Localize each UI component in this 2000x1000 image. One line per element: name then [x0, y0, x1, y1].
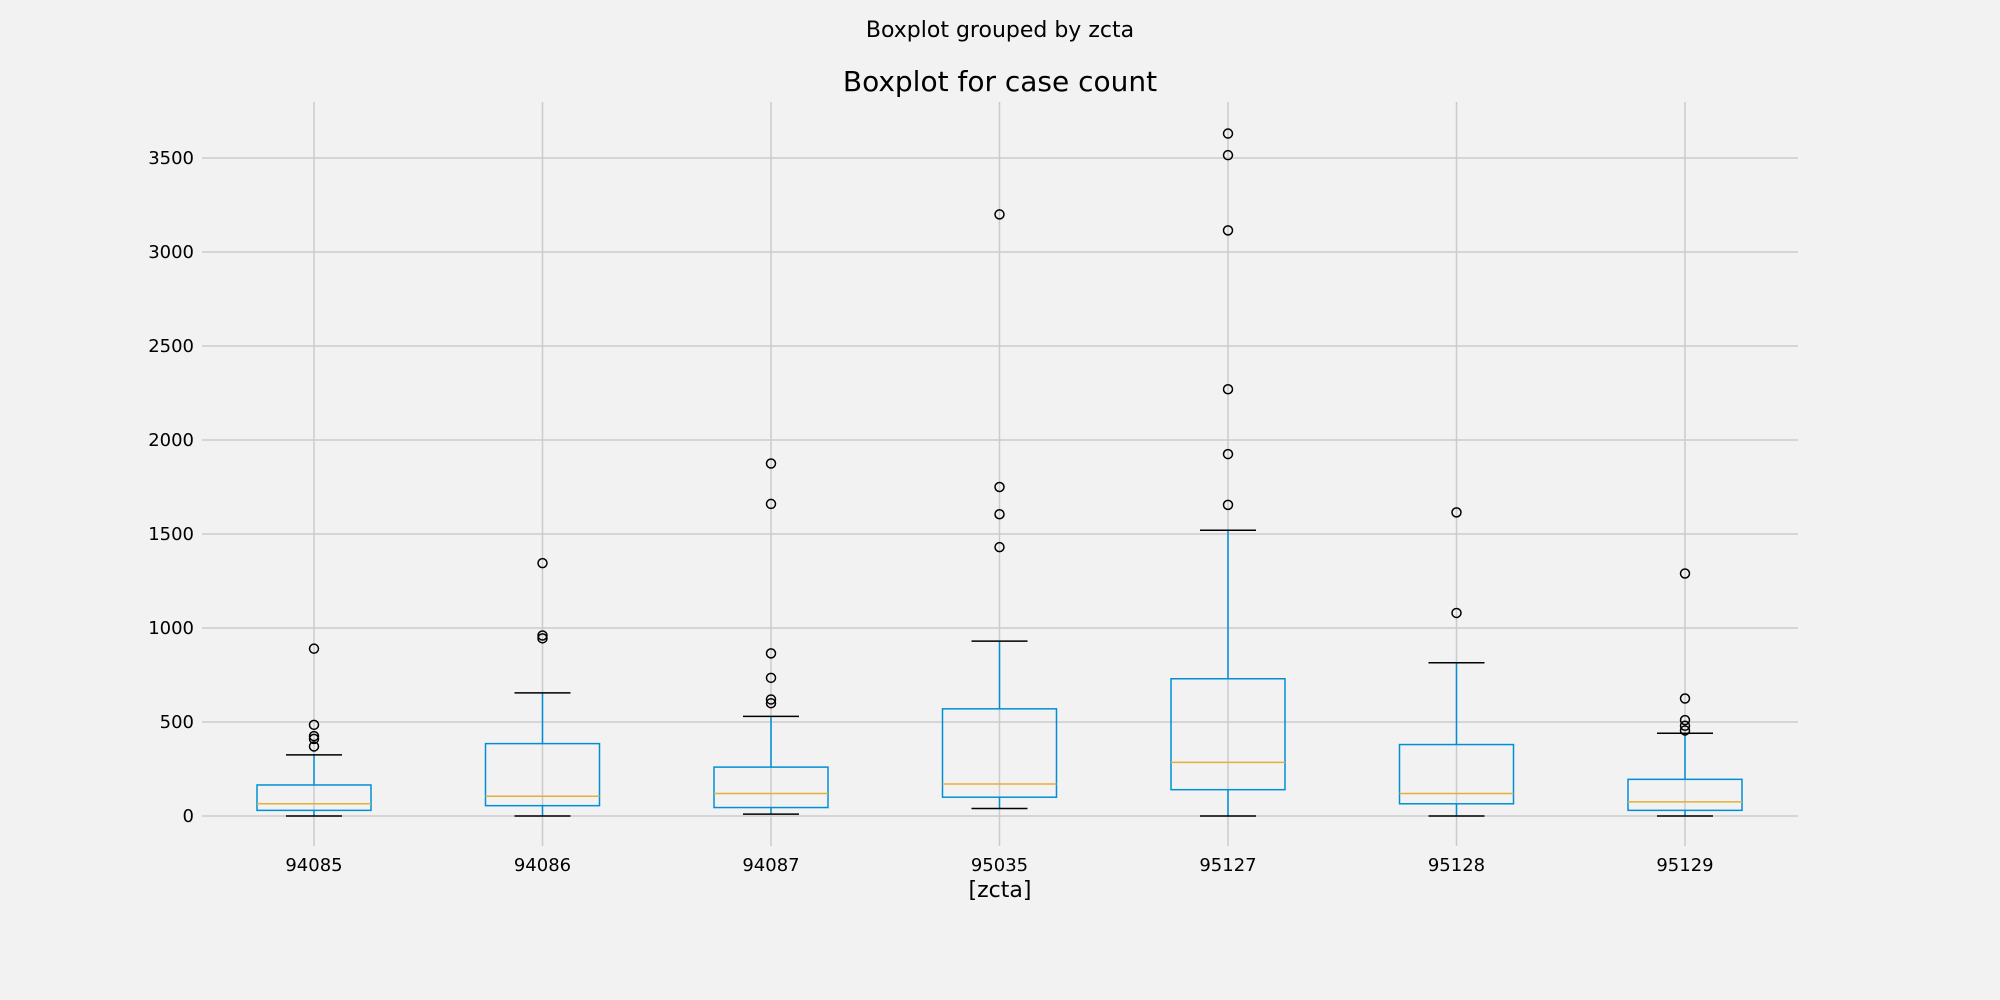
y-tick-label: 1500: [148, 524, 194, 545]
box-group: [941, 209, 1058, 810]
box-iqr: [1170, 678, 1286, 791]
y-tick-label: 2500: [148, 336, 194, 357]
y-tick-label: 500: [160, 712, 194, 733]
outlier-point: [994, 209, 1005, 220]
chart-suptitle: Boxplot grouped by zcta: [866, 18, 1134, 43]
outlier-point: [765, 498, 777, 510]
x-tick-label: 94086: [514, 855, 571, 876]
outlier-point: [1679, 714, 1691, 726]
outlier-point: [308, 741, 320, 752]
outlier-point: [537, 557, 548, 569]
outlier-point: [1451, 507, 1462, 518]
box-iqr: [1627, 778, 1743, 812]
tick-layer: 0 500 1000 1500 2000 2500 3000 3500 94085 94086 94…: [148, 148, 1713, 876]
outlier-point: [537, 633, 548, 644]
outlier-point: [1679, 693, 1691, 704]
y-tick-label: 3500: [148, 148, 194, 169]
outlier-point: [994, 541, 1005, 553]
outlier-point: [1679, 568, 1691, 579]
x-tick-label: 95128: [1428, 855, 1485, 876]
outlier-point: [308, 719, 320, 731]
x-tick-label: 95127: [1199, 855, 1256, 876]
x-tick-label: 95035: [971, 855, 1028, 876]
outlier-point: [1222, 149, 1234, 161]
box-group: [713, 458, 829, 815]
outlier-point: [1679, 720, 1691, 732]
outlier-point: [765, 694, 777, 705]
x-tick-label: 94087: [742, 855, 799, 876]
y-tick-label: 1000: [148, 618, 194, 639]
outlier-point: [765, 672, 777, 684]
outlier-point: [765, 458, 777, 469]
outlier-point: [1222, 225, 1234, 236]
box-group: [484, 557, 601, 817]
box-iqr: [1398, 743, 1515, 805]
outlier-point: [308, 733, 320, 745]
y-tick-label: 0: [183, 806, 194, 827]
box-layer: [256, 128, 1743, 817]
outlier-point: [1222, 383, 1234, 395]
outlier-point: [308, 730, 320, 742]
box-iqr: [484, 742, 601, 807]
grid-layer: [202, 102, 1798, 846]
outlier-point: [1222, 448, 1234, 460]
outlier-point: [1451, 607, 1462, 619]
outlier-point: [765, 697, 777, 709]
outlier-point: [1222, 128, 1234, 139]
box-group: [1170, 128, 1286, 817]
outlier-point: [994, 509, 1005, 520]
outlier-point: [765, 648, 777, 659]
outlier-point: [537, 630, 548, 641]
x-axis-label: [zcta]: [969, 878, 1032, 903]
y-tick-label: 3000: [148, 242, 194, 263]
box-iqr: [713, 766, 829, 809]
box-group: [1627, 568, 1743, 817]
outlier-point: [1222, 499, 1234, 511]
x-tick-label: 94085: [285, 855, 342, 876]
box-iqr: [941, 708, 1058, 798]
box-iqr: [256, 784, 372, 812]
outlier-point: [994, 481, 1005, 493]
y-tick-label: 2000: [148, 430, 194, 451]
box-group: [1398, 507, 1515, 817]
x-tick-label: 95129: [1656, 855, 1713, 876]
outlier-point: [308, 643, 320, 654]
chart-title: Boxplot for case count: [843, 65, 1157, 98]
outlier-point: [1679, 725, 1691, 736]
box-group: [256, 643, 372, 817]
